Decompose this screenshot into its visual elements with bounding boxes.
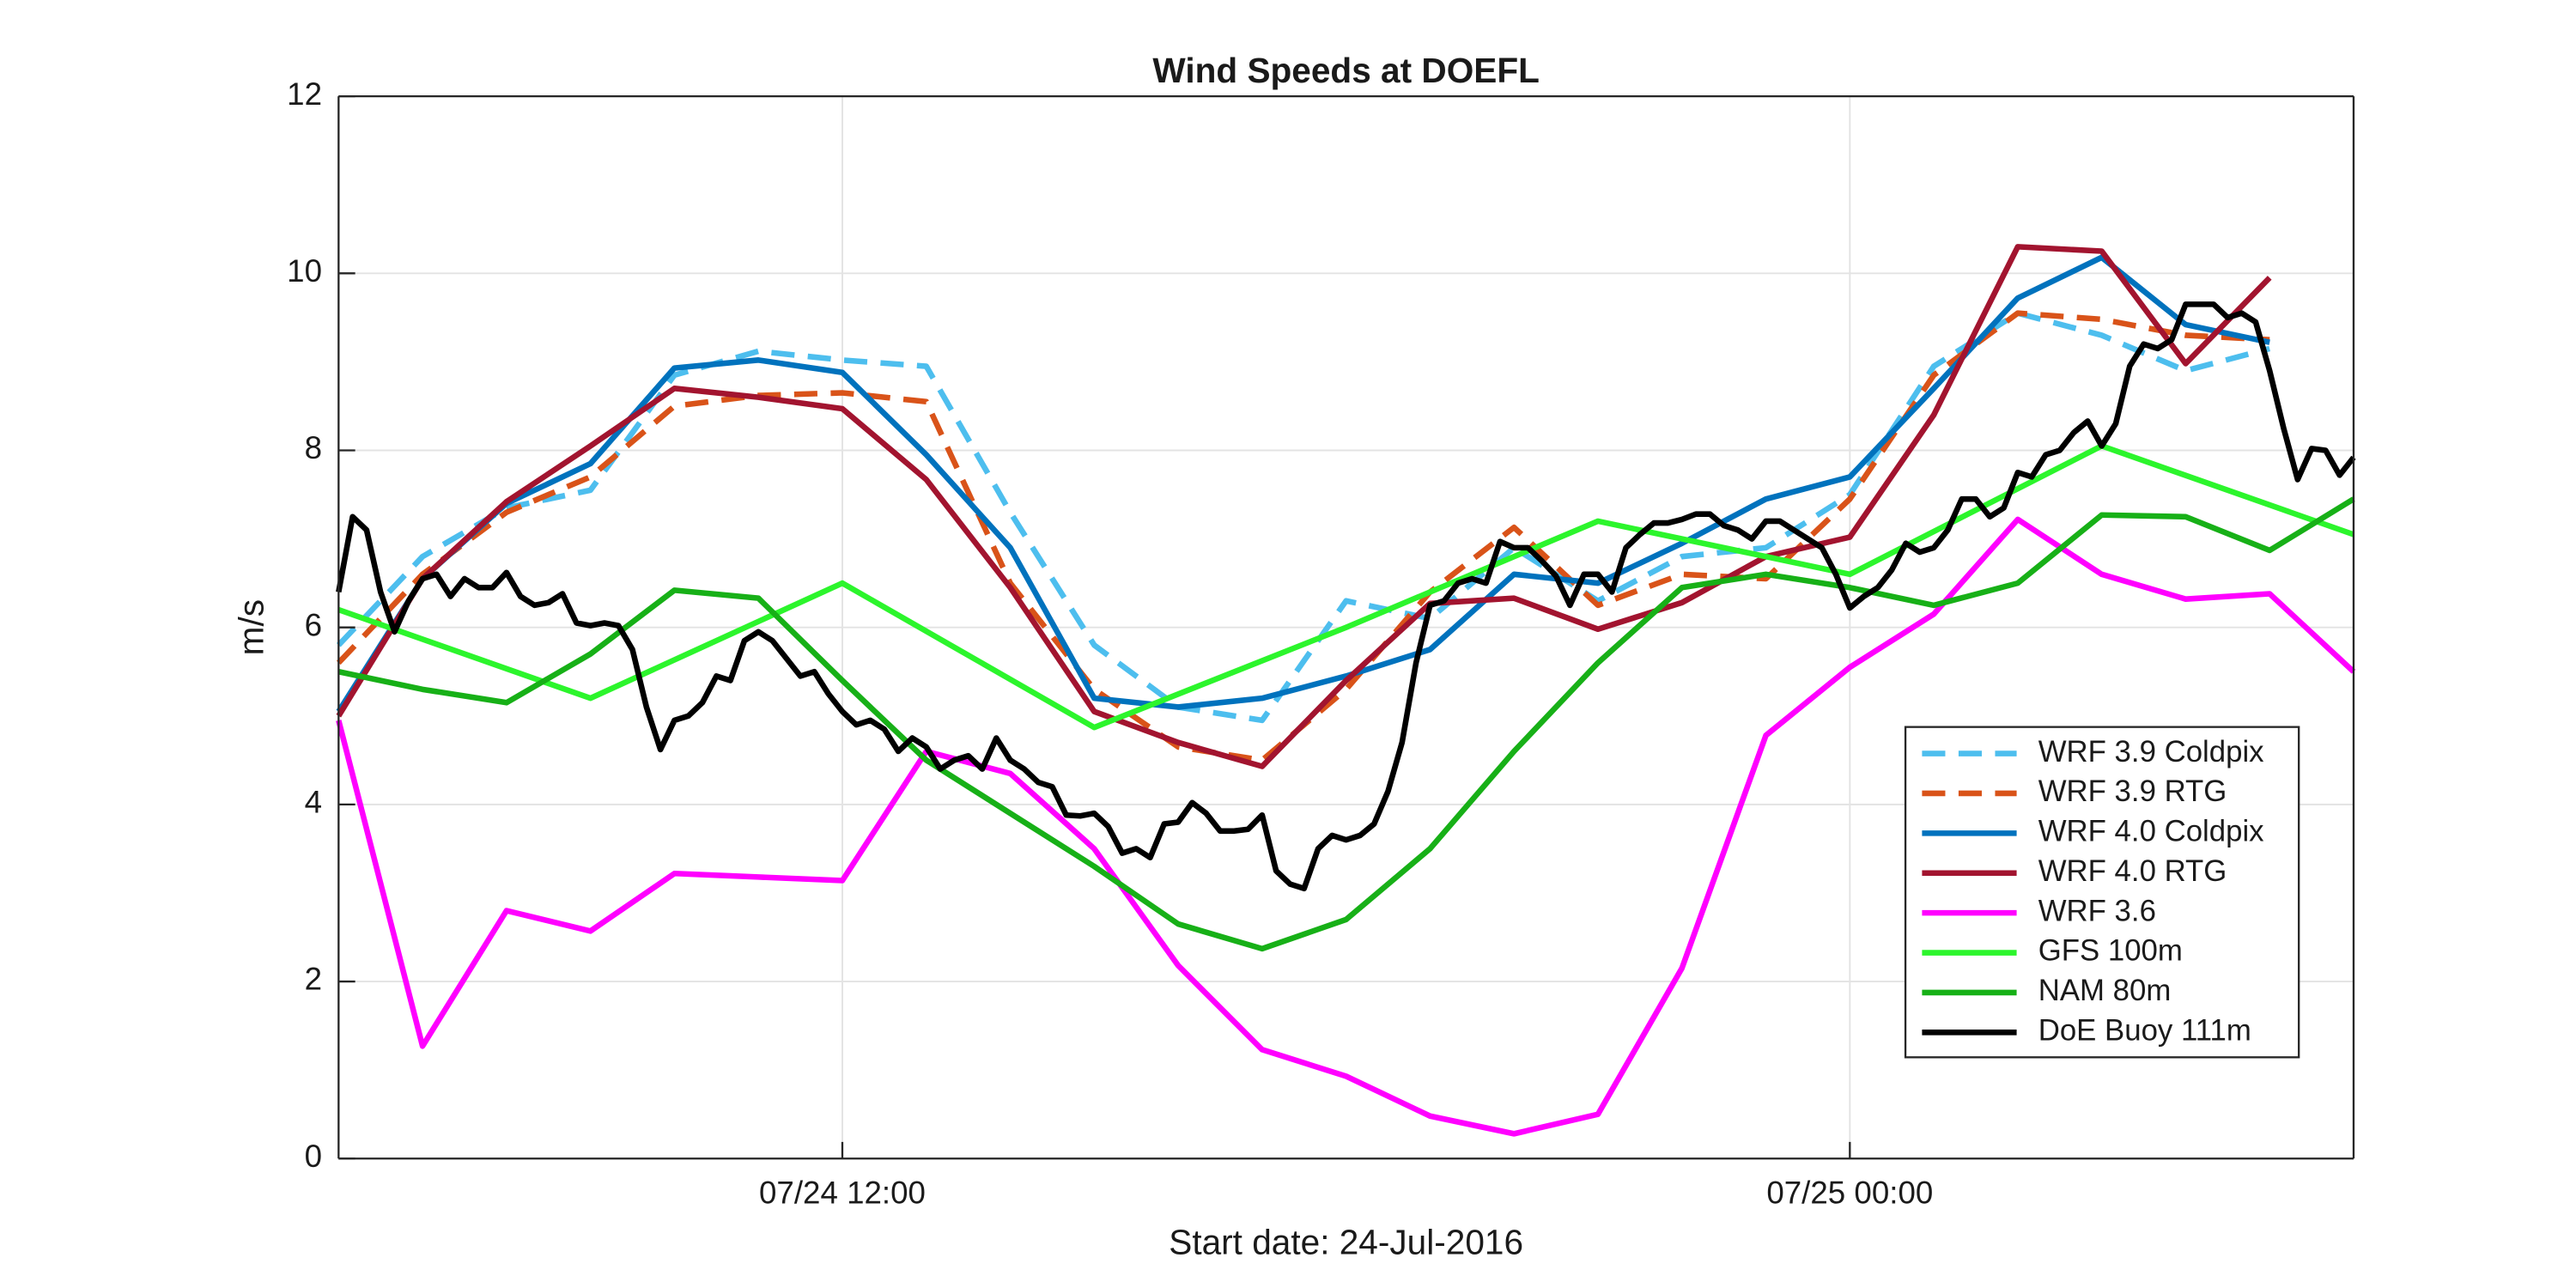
legend-label: DoE Buoy 111m <box>2038 1015 2251 1048</box>
series-line <box>336 516 2356 1137</box>
series-line <box>336 310 2271 724</box>
chart-title: Wind Speeds at DOEFL <box>1152 51 1540 90</box>
y-tick-label: 8 <box>305 430 322 465</box>
x-tick-label: 07/25 00:00 <box>1766 1175 1933 1210</box>
legend-box <box>1904 726 2300 1059</box>
legend-label: WRF 3.6 <box>2038 895 2156 927</box>
legend-label: WRF 3.9 Coldpix <box>2038 736 2264 769</box>
y-tick-label: 6 <box>305 607 322 642</box>
series-line <box>337 443 2355 731</box>
legend-label: WRF 4.0 RTG <box>2038 855 2227 888</box>
series-line <box>336 254 2270 714</box>
x-axis-label: Start date: 24-Jul-2016 <box>1169 1222 1523 1261</box>
series-line <box>337 496 2355 952</box>
legend-label: WRF 4.0 Coldpix <box>2038 816 2264 848</box>
x-tick-label: 07/24 12:00 <box>759 1175 926 1210</box>
legend-label: WRF 3.9 RTG <box>2038 775 2227 808</box>
y-tick-label: 10 <box>287 253 322 289</box>
y-tick-label: 2 <box>305 962 322 997</box>
legend-label: NAM 80m <box>2038 975 2172 1007</box>
series-line <box>336 244 2272 769</box>
legend-label: GFS 100m <box>2038 935 2183 968</box>
y-tick-label: 4 <box>305 785 322 820</box>
y-tick-label: 12 <box>287 76 322 112</box>
y-tick-label: 0 <box>305 1139 322 1174</box>
y-axis-label: m/s <box>231 599 270 655</box>
series-line <box>336 301 2356 892</box>
